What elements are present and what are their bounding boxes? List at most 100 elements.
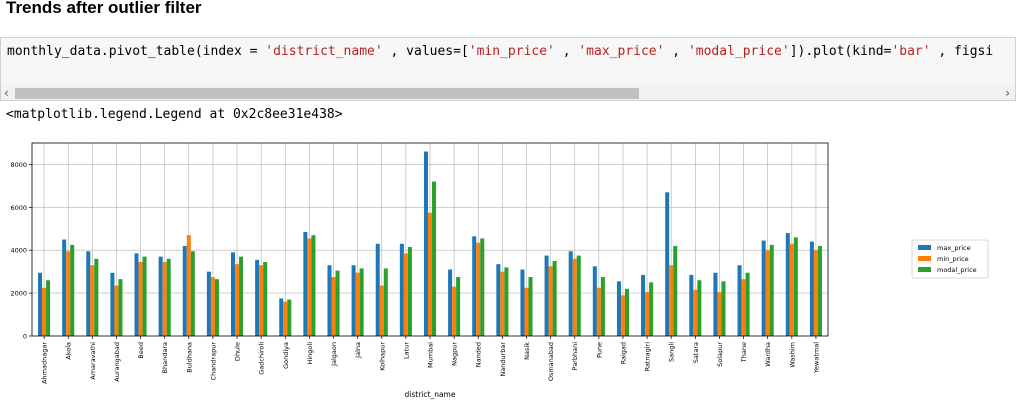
bar-modal_price [263,262,268,336]
bar-modal_price [287,299,292,336]
bar-modal_price [624,288,629,336]
code-text: , [664,44,688,59]
bar-min_price [572,258,577,336]
bar-modal_price [552,260,557,336]
legend-label: modal_price [937,266,977,274]
x-tick-label: Ratnagiri [644,342,652,372]
bar-max_price [713,272,718,336]
bar-max_price [110,272,115,336]
bar-modal_price [46,280,51,336]
x-tick-label: Solapur [716,342,724,367]
bar-min_price [741,279,746,336]
bar-max_price [303,231,308,336]
bar-modal_price [166,258,171,336]
bar-min_price [235,264,240,336]
bar-modal_price [70,244,75,336]
bar-max_price [399,243,404,336]
legend-swatch-max_price [918,245,931,250]
bar-max_price [327,265,332,336]
x-tick-label: Dhule [234,342,242,361]
bar-modal_price [407,247,412,336]
bar-min_price [765,250,770,336]
bar-max_price [785,233,790,336]
legend-label: max_price [937,244,971,252]
x-tick-label: Buldhana [185,342,193,373]
x-tick-label: Gadchiroli [258,342,266,375]
x-tick-label: Beed [137,342,145,359]
bar-min_price [210,277,215,336]
bar-min_price [90,265,95,336]
code-string: 'modal_price' [687,44,790,59]
bar-min_price [379,285,384,336]
bars-layer [38,151,822,336]
code-line[interactable]: monthly_data.pivot_table(index = 'distri… [7,44,993,59]
bar-min_price [283,301,288,336]
scroll-left-icon[interactable]: ‹ [4,86,9,100]
bar-max_price [38,272,43,336]
bar-min_price [355,272,360,336]
y-tick-label: 2000 [10,290,27,298]
scroll-right-icon[interactable]: › [1005,86,1010,100]
bar-min_price [789,243,794,336]
bar-max_price [641,274,646,336]
bar-max_price [665,192,670,336]
bar-modal_price [769,244,774,336]
x-tick-label: Washim [788,342,796,368]
bar-max_price [761,240,766,336]
bar-modal_price [600,277,605,336]
bar-max_price [737,265,742,336]
bar-modal_price [528,277,533,336]
bar-max_price [448,269,453,336]
x-tick-label: Amaravathi [89,342,97,380]
bar-max_price [544,255,549,336]
legend: max_price min_price modal_price [911,239,989,279]
code-cell[interactable]: monthly_data.pivot_table(index = 'distri… [0,37,1016,101]
x-tick-label: Kolhapur [378,342,386,371]
x-tick-label: Jalna [354,342,362,359]
bar-min_price [452,286,457,336]
bar-modal_price [504,267,509,336]
bar-max_price [206,271,211,336]
x-tick-label: Mumbai [427,342,435,368]
x-tick-label: Osmanabad [547,342,555,381]
bar-max_price [375,243,380,336]
bar-modal_price [335,270,340,336]
bar-modal_price [432,181,437,336]
bar-min_price [186,235,191,336]
code-string: 'max_price' [578,44,665,59]
bar-min_price [138,262,143,336]
bar-min_price [427,212,433,336]
y-tick-label: 8000 [10,161,27,169]
code-text: ]).plot(kind= [789,44,892,59]
bar-max_price [255,259,260,336]
bar-modal_price [214,279,219,336]
bar-modal_price [817,245,822,336]
bar-min_price [693,289,698,336]
x-tick-label: Raigad [619,342,627,364]
horizontal-scrollbar[interactable]: ‹ › [1,85,1015,100]
bar-min_price [524,287,529,336]
code-string: 'bar' [891,44,931,59]
x-tick-label: Satara [692,342,700,363]
bar-min_price [669,265,674,336]
x-tick-label: Nanded [475,342,483,367]
scrollbar-thumb[interactable] [15,88,639,99]
bar-chart: 0 2000 4000 6000 8000 Ahmadnagar Akola Amaravat… [10,142,989,399]
x-tick-label: Bhandara [161,342,169,373]
bar-max_price [423,151,428,336]
bar-modal_price [793,237,798,336]
bar-modal_price [721,281,726,336]
x-tick-label: Hingoli [306,342,314,365]
bar-min_price [645,292,650,336]
bar-modal_price [745,272,750,336]
x-tick-label: Yewatmal [812,342,820,374]
bar-min_price [620,295,625,336]
bar-modal_price [142,256,147,336]
bar-modal_price [94,258,99,336]
bar-max_price [351,265,356,336]
x-tick-label: Parbhani [571,342,579,371]
cell-output-text: <matplotlib.legend.Legend at 0x2c8ee31e4… [6,107,343,122]
x-tick-label: Ahmadnagar [41,342,49,384]
bar-min_price [476,242,481,336]
bar-modal_price [649,282,654,336]
